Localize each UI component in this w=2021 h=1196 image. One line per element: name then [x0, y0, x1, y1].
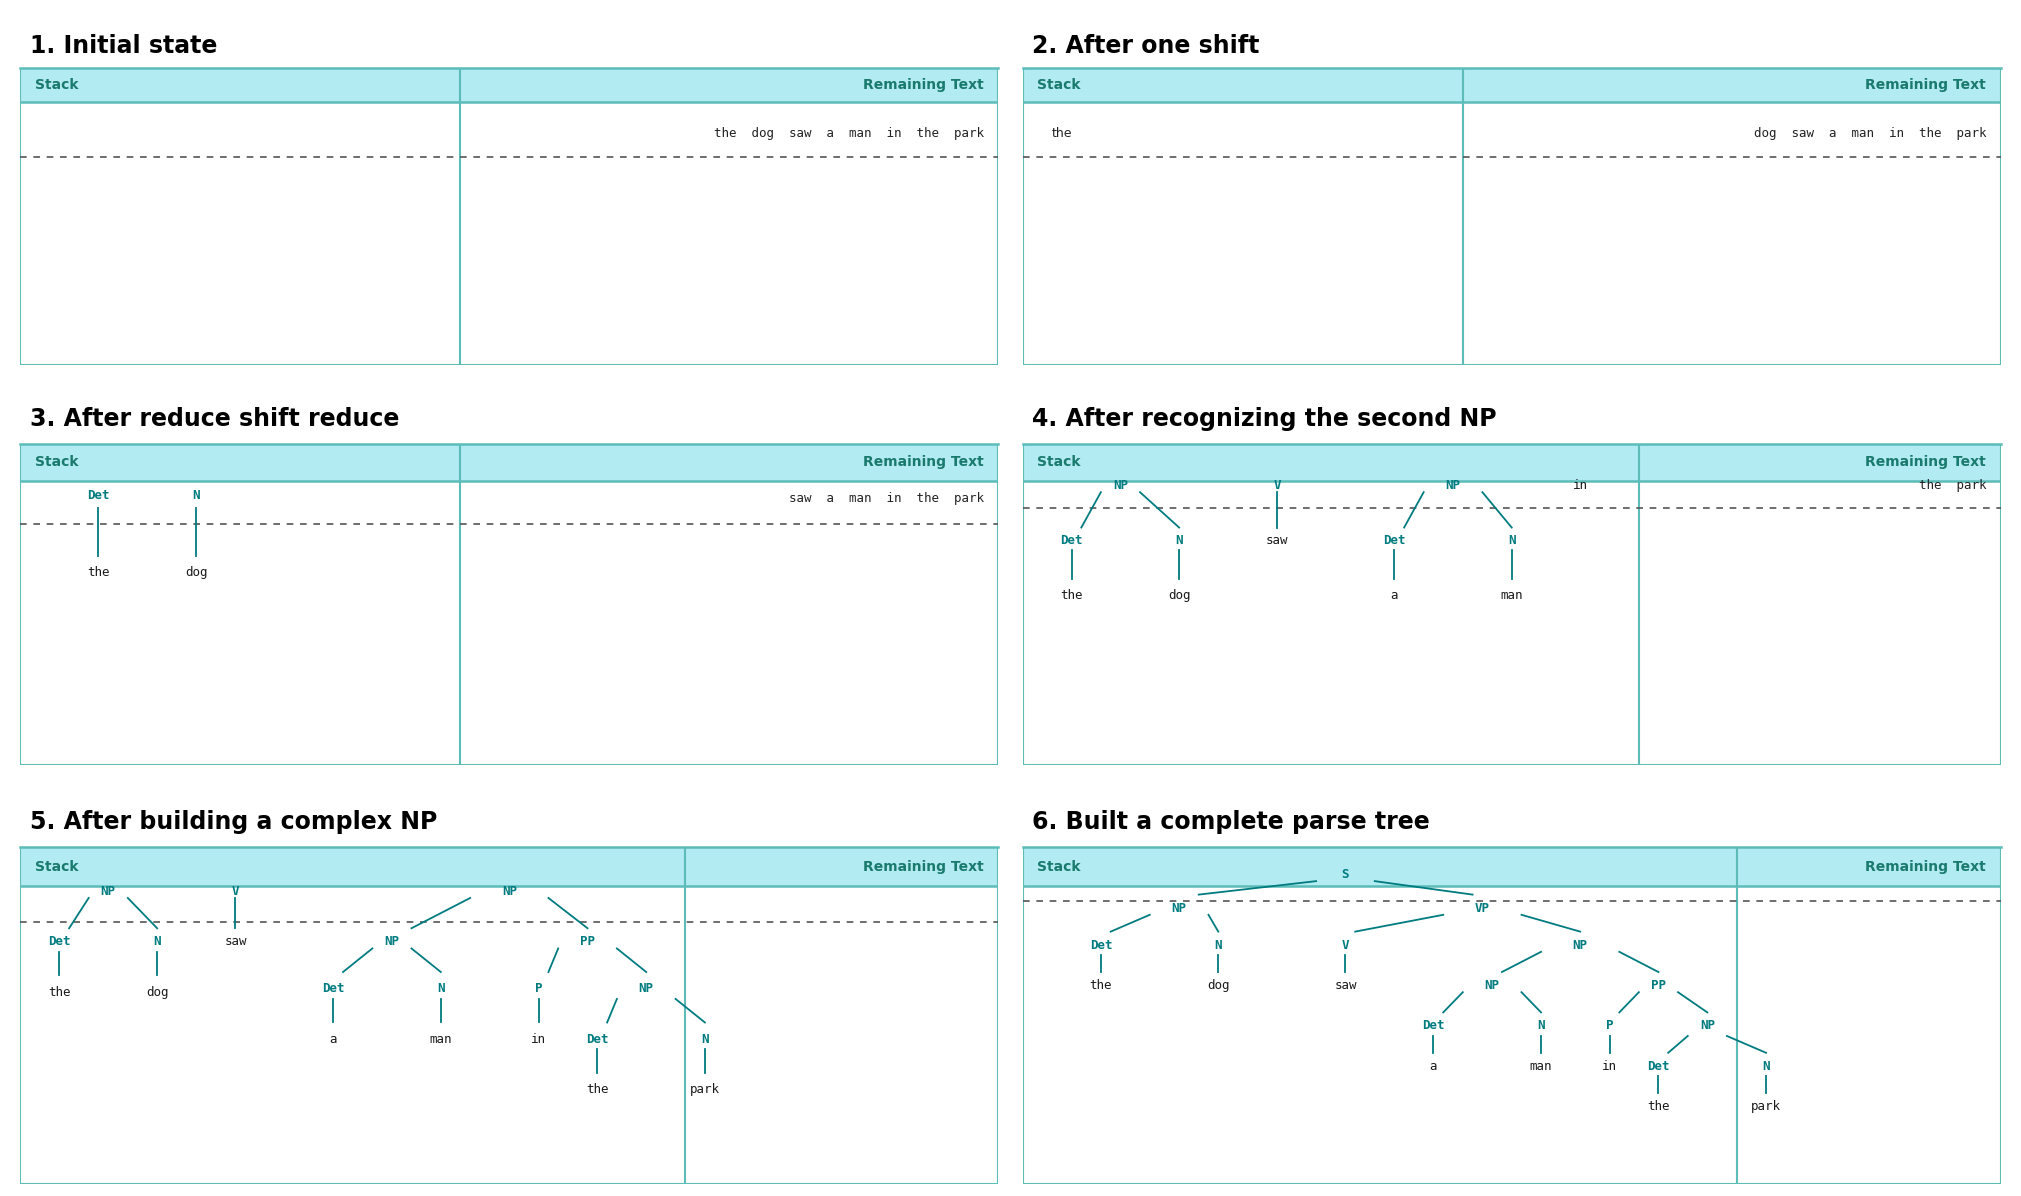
Text: N: N: [1762, 1060, 1770, 1073]
Text: dog: dog: [1168, 588, 1190, 602]
Text: Det: Det: [1647, 1060, 1669, 1073]
Text: NP: NP: [1700, 1019, 1716, 1032]
Text: Det: Det: [1061, 533, 1083, 547]
Text: 5. After building a complex NP: 5. After building a complex NP: [30, 810, 437, 834]
Text: the: the: [49, 986, 71, 999]
Text: N: N: [437, 982, 445, 995]
Text: a: a: [1429, 1060, 1437, 1073]
Text: 6. Built a complete parse tree: 6. Built a complete parse tree: [1033, 810, 1431, 834]
Text: Det: Det: [87, 489, 109, 502]
Text: NP: NP: [1172, 902, 1186, 915]
Text: Remaining Text: Remaining Text: [1865, 79, 1987, 92]
Text: man: man: [430, 1033, 453, 1045]
Text: Remaining Text: Remaining Text: [1865, 456, 1987, 470]
Text: NP: NP: [384, 935, 400, 948]
Text: Remaining Text: Remaining Text: [1865, 860, 1987, 874]
Text: dog: dog: [146, 986, 168, 999]
Text: saw  a  man  in  the  park: saw a man in the park: [788, 492, 984, 505]
Text: Det: Det: [1382, 533, 1405, 547]
Text: P: P: [1607, 1019, 1613, 1032]
Text: NP: NP: [1445, 480, 1461, 493]
Text: man: man: [1500, 588, 1524, 602]
Text: Det: Det: [321, 982, 344, 995]
Bar: [20, 68, 998, 103]
Text: Stack: Stack: [34, 456, 79, 470]
Text: Stack: Stack: [1037, 79, 1081, 92]
Text: Stack: Stack: [1037, 456, 1081, 470]
Text: Stack: Stack: [1037, 860, 1081, 874]
Text: the: the: [1647, 1100, 1669, 1113]
Text: NP: NP: [1114, 480, 1128, 493]
Text: VP: VP: [1475, 902, 1489, 915]
Text: saw: saw: [1265, 533, 1287, 547]
Text: Det: Det: [1423, 1019, 1445, 1032]
Bar: [20, 444, 998, 481]
Text: N: N: [1538, 1019, 1544, 1032]
Text: the: the: [586, 1084, 608, 1097]
Text: NP: NP: [501, 885, 517, 898]
Text: in: in: [532, 1033, 546, 1045]
Text: dog: dog: [1207, 980, 1229, 991]
Text: NP: NP: [101, 885, 115, 898]
Text: V: V: [1273, 480, 1281, 493]
Text: PP: PP: [580, 935, 594, 948]
Text: Remaining Text: Remaining Text: [863, 79, 984, 92]
Text: the: the: [1061, 588, 1083, 602]
Text: the: the: [1053, 127, 1073, 140]
Text: in: in: [1603, 1060, 1617, 1073]
Text: a: a: [1390, 588, 1399, 602]
Text: NP: NP: [1572, 939, 1589, 952]
Text: 1. Initial state: 1. Initial state: [30, 33, 218, 57]
Text: P: P: [536, 982, 542, 995]
Text: 3. After reduce shift reduce: 3. After reduce shift reduce: [30, 408, 400, 432]
Text: park: park: [689, 1084, 719, 1097]
Text: V: V: [232, 885, 238, 898]
Text: Det: Det: [586, 1033, 608, 1045]
Text: park: park: [1750, 1100, 1781, 1113]
Text: Det: Det: [1089, 939, 1112, 952]
Text: N: N: [192, 489, 200, 502]
Text: the: the: [1089, 980, 1112, 991]
Text: a: a: [329, 1033, 338, 1045]
Text: NP: NP: [1485, 980, 1500, 991]
Text: N: N: [1215, 939, 1223, 952]
Text: Remaining Text: Remaining Text: [863, 456, 984, 470]
Text: 2. After one shift: 2. After one shift: [1033, 33, 1259, 57]
Text: the  dog  saw  a  man  in  the  park: the dog saw a man in the park: [713, 127, 984, 140]
Text: S: S: [1342, 868, 1350, 881]
Text: saw: saw: [1334, 980, 1356, 991]
Text: dog: dog: [186, 566, 208, 579]
Bar: [1023, 68, 2001, 103]
Text: Stack: Stack: [34, 860, 79, 874]
Bar: [1023, 444, 2001, 481]
Text: the: the: [87, 566, 109, 579]
Text: 4. After recognizing the second NP: 4. After recognizing the second NP: [1033, 408, 1498, 432]
Bar: [20, 848, 998, 886]
Text: N: N: [701, 1033, 709, 1045]
Text: V: V: [1342, 939, 1350, 952]
Text: Det: Det: [49, 935, 71, 948]
Text: N: N: [154, 935, 162, 948]
Text: N: N: [1508, 533, 1516, 547]
Text: in: in: [1572, 480, 1589, 493]
Text: Remaining Text: Remaining Text: [863, 860, 984, 874]
Text: dog  saw  a  man  in  the  park: dog saw a man in the park: [1754, 127, 1987, 140]
Text: saw: saw: [224, 935, 247, 948]
Text: Stack: Stack: [34, 79, 79, 92]
Text: the  park: the park: [1918, 480, 1987, 493]
Text: NP: NP: [639, 982, 653, 995]
Bar: [1023, 848, 2001, 886]
Text: N: N: [1176, 533, 1182, 547]
Text: man: man: [1530, 1060, 1552, 1073]
Text: PP: PP: [1651, 980, 1665, 991]
